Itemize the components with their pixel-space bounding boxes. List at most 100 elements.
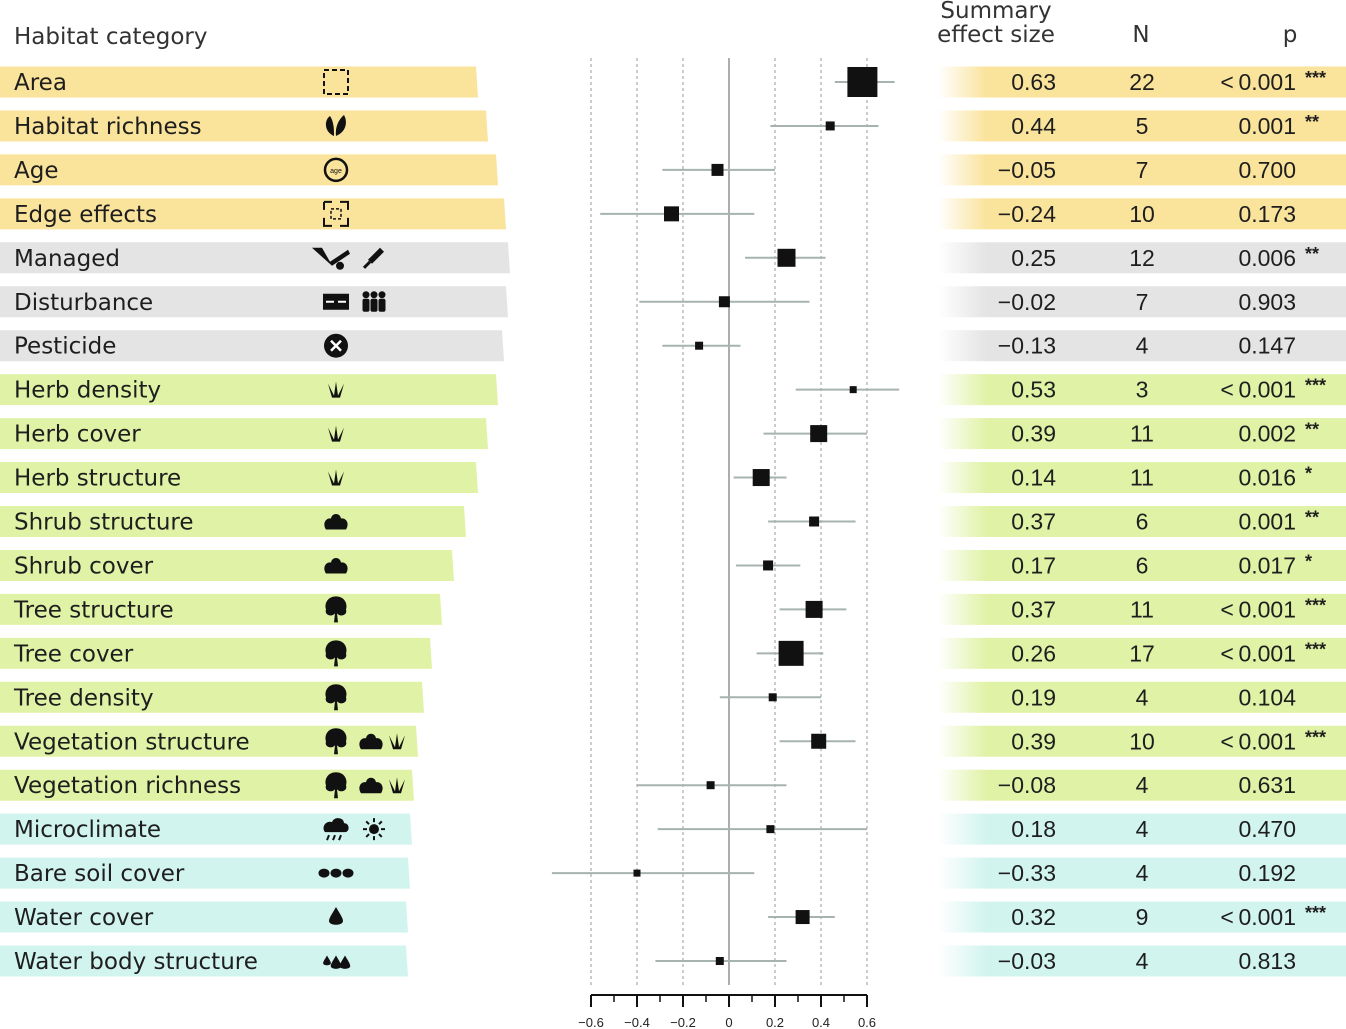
rain-cloud-icon	[323, 818, 349, 841]
significance-stars: **	[1305, 112, 1319, 132]
significance-stars: ***	[1305, 376, 1326, 396]
effect-size-value: 0.39	[1011, 421, 1056, 447]
wheelbarrow-icon	[312, 247, 350, 270]
effect-size-value: 0.19	[1011, 684, 1056, 710]
effect-size-value: 0.63	[1011, 69, 1056, 95]
row-label: Pesticide	[14, 334, 116, 360]
x-tick-label: 0	[725, 1015, 732, 1029]
tree-icon	[325, 684, 347, 711]
sun-icon	[363, 818, 385, 841]
stats-band	[938, 286, 1346, 318]
n-value: 6	[1136, 552, 1149, 578]
row-band	[0, 945, 408, 977]
stats-band	[938, 593, 1346, 625]
effect-size-value: 0.37	[1011, 596, 1056, 622]
stats-band	[938, 637, 1346, 669]
effect-marker	[664, 206, 679, 222]
row-band	[0, 374, 498, 406]
confidence-intervals	[551, 81, 900, 962]
effect-marker	[752, 469, 770, 487]
row-band	[0, 857, 410, 889]
pesticide-icon	[324, 333, 348, 358]
effect-size-value: −0.05	[998, 157, 1056, 183]
effect-size-value: 0.18	[1011, 816, 1056, 842]
stats-band	[938, 418, 1346, 450]
effect-marker	[825, 121, 835, 131]
n-value: 12	[1129, 245, 1155, 271]
effect-size-value: −0.08	[998, 772, 1056, 798]
row-icons: age	[312, 69, 405, 969]
n-value: 22	[1129, 69, 1155, 95]
n-column-header: N	[1132, 22, 1149, 48]
p-value: 0.903	[1238, 289, 1296, 315]
significance-stars: **	[1305, 420, 1319, 440]
p-value: 0.006	[1238, 245, 1296, 271]
row-band	[0, 901, 408, 933]
n-value: 10	[1129, 201, 1155, 227]
effect-marker	[695, 341, 704, 350]
stats-band	[938, 330, 1346, 362]
effect-size-value: −0.33	[998, 860, 1056, 886]
tree-icon	[325, 640, 347, 667]
row-band	[0, 681, 424, 713]
row-band	[0, 110, 488, 142]
effect-marker	[849, 386, 857, 394]
stats-band	[938, 506, 1346, 537]
row-label: Herb structure	[14, 466, 181, 492]
p-value: 0.001	[1238, 509, 1296, 535]
soil-icon	[318, 868, 354, 878]
significance-stars: ***	[1305, 903, 1326, 923]
row-label: Shrub structure	[14, 510, 194, 536]
row-labels: Area Habitat richness Age Edge effects Manag…	[13, 70, 258, 975]
effect-marker	[715, 957, 724, 965]
road-icon	[323, 293, 349, 310]
effect-size-value: 0.25	[1011, 245, 1056, 271]
herb-icon	[328, 425, 344, 442]
x-tick-label: 0.6	[858, 1015, 876, 1029]
effect-marker	[811, 733, 827, 749]
people-icon	[362, 291, 386, 312]
n-value: 11	[1130, 465, 1154, 491]
row-label: Vegetation richness	[14, 773, 241, 799]
herb-icon	[328, 381, 344, 398]
n-value: 7	[1136, 157, 1149, 183]
stats-band	[938, 901, 1346, 933]
effect-size-value: −0.24	[998, 201, 1056, 227]
row-label: Age	[14, 158, 58, 184]
shrub-icon	[324, 557, 348, 574]
effect-size-value: 0.26	[1011, 640, 1056, 666]
stats-band	[938, 857, 1346, 889]
effect-marker	[810, 425, 828, 443]
effect-size-value: 0.32	[1011, 904, 1056, 930]
n-value: 4	[1136, 860, 1149, 886]
p-value: 0.104	[1238, 684, 1296, 710]
effect-markers	[633, 67, 878, 965]
p-value: 0.192	[1238, 860, 1296, 886]
p-value: 0.173	[1238, 201, 1296, 227]
stats-band	[938, 681, 1346, 713]
effect-size-value: 0.53	[1011, 377, 1056, 403]
herb-icon	[389, 777, 405, 794]
p-value: 0.016	[1238, 465, 1296, 491]
row-label: Water body structure	[14, 949, 258, 975]
effect-size-value: 0.44	[1011, 113, 1056, 139]
n-value: 17	[1129, 640, 1155, 666]
effect-marker	[805, 600, 823, 618]
stats-text: 0.63 22 < 0.001 ***0.44 5 0.001 **−0.05 7 0.700−…	[998, 68, 1326, 974]
row-label: Bare soil cover	[14, 861, 185, 887]
row-band	[0, 242, 510, 274]
shrub-icon	[359, 733, 383, 750]
row-band	[0, 725, 418, 757]
effect-marker	[711, 163, 724, 176]
row-label: Water cover	[14, 905, 154, 931]
effect-size-value: −0.02	[998, 289, 1056, 315]
p-value: 0.017	[1238, 552, 1296, 578]
n-value: 4	[1136, 684, 1149, 710]
n-value: 7	[1136, 289, 1149, 315]
row-label: Microclimate	[14, 817, 161, 843]
effect-marker	[706, 781, 715, 790]
x-tick-label: −0.6	[578, 1015, 604, 1029]
effect-marker	[768, 693, 777, 702]
stats-band	[938, 198, 1346, 230]
effect-size-value: 0.37	[1011, 509, 1056, 535]
